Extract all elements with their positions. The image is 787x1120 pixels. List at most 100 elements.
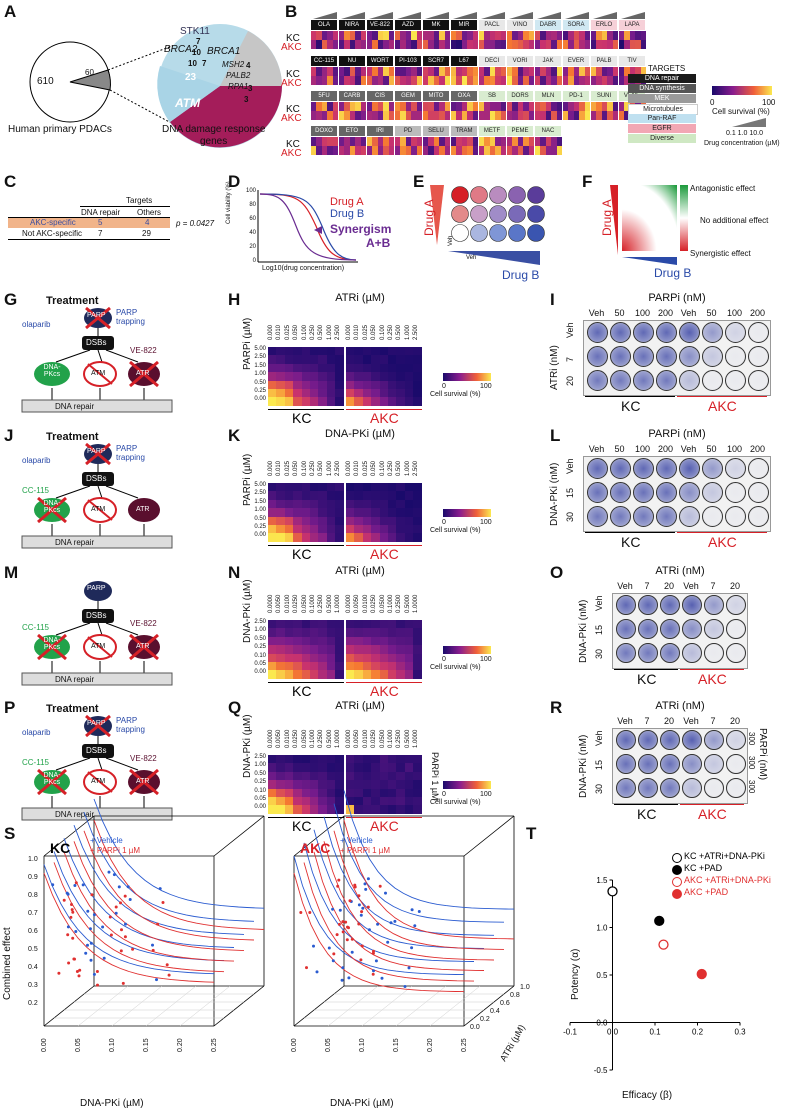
panel-a-pies <box>29 24 282 148</box>
heatmap-cell <box>301 788 310 797</box>
target-0: DNA repair <box>628 74 696 83</box>
heatmap-cell <box>396 491 405 500</box>
heatmap-cell <box>413 780 422 789</box>
b-cell <box>321 137 328 146</box>
s-xlabel: DNA-PKi (µM) <box>80 1098 144 1109</box>
b-cell <box>344 111 350 120</box>
b-cell <box>551 102 557 111</box>
b-cell <box>472 137 478 146</box>
heatmap-cell <box>413 797 422 806</box>
t-point-0 <box>607 886 618 897</box>
b-cell <box>579 102 585 111</box>
heatmap-xtick: 1.0000 <box>335 594 342 613</box>
colorbar-label: Cell survival (%) <box>430 391 481 398</box>
arrow <box>55 349 91 363</box>
s-point <box>345 938 349 942</box>
b-cell <box>551 67 557 76</box>
heatmap-cell <box>335 380 344 389</box>
plate-akc-line <box>677 396 767 397</box>
b-cell <box>360 67 366 76</box>
arrow <box>97 349 103 363</box>
gene-brca1-n: 7 <box>202 59 207 68</box>
s-xtick: 0.20 <box>427 1038 434 1052</box>
s-xtick: 0.10 <box>359 1038 366 1052</box>
t-xlabel: Efficacy (β) <box>622 1090 673 1101</box>
heatmap-cell <box>413 347 422 356</box>
cube-edge <box>145 985 197 1027</box>
heatmap-cell <box>310 620 319 629</box>
heatmap-cell <box>404 491 414 500</box>
heatmap-cell <box>371 533 380 542</box>
c-header: Targets <box>126 196 153 205</box>
b-cell <box>512 111 518 120</box>
heatmap-cell <box>354 636 363 646</box>
ve822-label: VE-822 <box>130 346 157 355</box>
heatmap-cell <box>310 670 319 679</box>
heatmap-cell <box>301 525 310 534</box>
heatmap-cell <box>413 670 422 679</box>
s-point <box>165 963 169 967</box>
heatmap-cell <box>396 805 405 814</box>
heatmap-xtick: 0.0100 <box>284 594 291 613</box>
s-point <box>347 926 350 930</box>
t-legend-label-1: KC +PAD <box>684 863 723 873</box>
s-surface-line <box>83 811 255 922</box>
heatmap-cell <box>276 805 285 814</box>
heatmap-underline <box>268 681 344 683</box>
plate-ylabel: DNA-PKi (nM) <box>549 462 560 526</box>
b-tag-0-4: MK <box>423 20 449 30</box>
heatmap-cell <box>413 788 422 797</box>
b-cell <box>400 40 406 49</box>
c-col1: DNA repair <box>81 208 121 217</box>
heatmap-cell <box>388 780 397 789</box>
s-point <box>360 910 364 914</box>
heatmap-cell <box>301 397 310 406</box>
heatmap-cell <box>284 499 294 509</box>
plate-row-label: Veh <box>565 322 575 338</box>
heatmap-cell <box>318 771 327 781</box>
b-cell <box>311 40 317 49</box>
heatmap-cell <box>310 483 319 492</box>
heatmap-cell <box>379 805 388 814</box>
b-tag-3-3: PD <box>395 126 421 136</box>
b-cell <box>411 102 417 111</box>
b-cell <box>640 67 646 76</box>
b-tag-0-0: OLA <box>311 20 337 30</box>
heatmap-cell <box>379 483 388 492</box>
b-cell <box>479 111 485 120</box>
heatmap-cell <box>268 653 277 662</box>
s-title-akc: AKC <box>300 840 331 856</box>
arrow <box>105 757 139 771</box>
heatmap-cell <box>354 653 363 662</box>
heatmap-colorbar <box>443 646 491 654</box>
b-tag-2-5: OXA <box>451 91 477 101</box>
heatmap-cell <box>362 347 372 356</box>
heatmap-cell <box>293 499 302 509</box>
s-point <box>123 894 127 898</box>
b-cell <box>344 40 350 49</box>
b-cell <box>596 40 602 49</box>
heatmap-cell <box>346 763 355 772</box>
b-tag-1-0: CC-115 <box>311 56 337 66</box>
heatmap-cell <box>362 763 372 772</box>
heatmap-xtick: 0.0000 <box>346 729 352 748</box>
b-cell <box>395 76 401 85</box>
heatmap-cell <box>371 389 380 398</box>
b-tag-2-3: GEM <box>395 91 421 101</box>
s-surface-line <box>93 798 265 909</box>
b-cell <box>349 137 356 146</box>
heatmap-colorbar <box>443 781 491 789</box>
b-wedge <box>509 12 533 19</box>
heatmap-cell <box>276 788 285 797</box>
conc-wedge <box>732 118 766 127</box>
heatmap-cell <box>276 483 285 492</box>
atm-label: ATM <box>91 370 106 377</box>
plate-title: PARPi (nM) <box>648 428 706 440</box>
heatmap-cell <box>326 653 336 662</box>
b-cell <box>411 137 417 146</box>
b-cell <box>472 40 478 49</box>
s-ytick: 0.2 <box>28 1000 38 1007</box>
b-cell <box>612 102 618 111</box>
heatmap-cell <box>354 771 363 781</box>
heatmap-cell <box>388 508 397 517</box>
